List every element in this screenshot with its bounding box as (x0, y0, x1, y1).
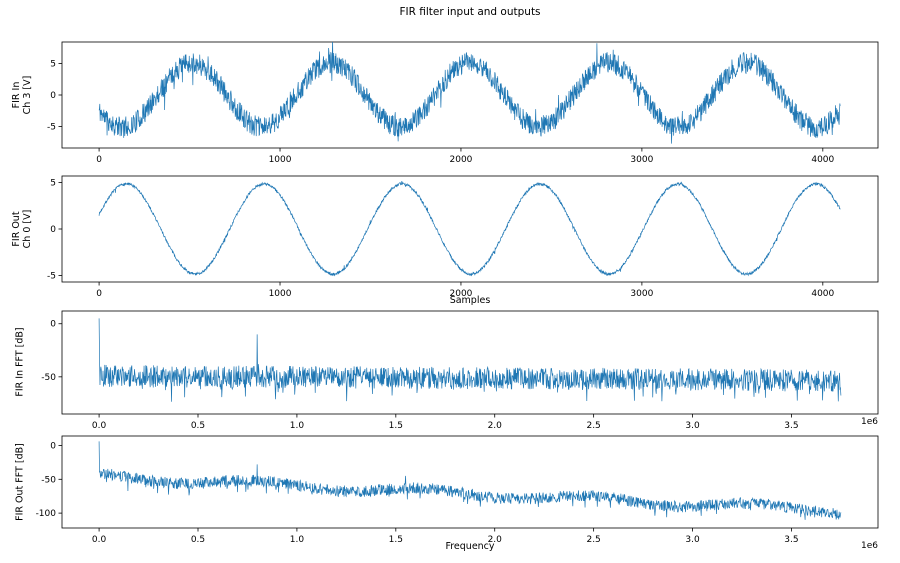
x-tick-label: 4000 (811, 155, 834, 165)
x-axis-label-samples: Samples (449, 295, 491, 306)
axes-frame (61, 310, 879, 415)
axis-offset-1e6-fft-in: 1e6 (861, 417, 878, 427)
ylabel-fir-in-line2: Ch 3 [V] (22, 75, 33, 115)
ylabel-fir-out: FIR Out Ch 0 [V] (11, 210, 33, 249)
ylabel-fir-in: FIR In Ch 3 [V] (11, 76, 33, 115)
y-tick-label: 5 (50, 59, 56, 69)
axes-frame (61, 175, 879, 283)
ylabel-fir-out-fft: FIR Out FFT [dB] (14, 443, 26, 521)
x-tick-label: 3000 (630, 155, 653, 165)
ylabel-fir-in-line1: FIR In (11, 81, 22, 109)
y-tick-label: -5 (47, 123, 56, 133)
y-tick-label: -50 (41, 475, 56, 485)
axes-fir-in: 0 1000 2000 3000 4000 5 0 -5 (47, 41, 879, 165)
signal-line (98, 318, 842, 402)
x-axis-label-frequency: Frequency (445, 541, 495, 552)
y-tick-label: 0 (50, 225, 56, 235)
ylabel-fir-in-fft: FIR In FFT [dB] (14, 327, 26, 397)
figure-title: FIR filter input and outputs (399, 6, 541, 18)
x-tick-label: 0 (96, 155, 102, 165)
ylabel-fir-out-line2: Ch 0 [V] (22, 209, 33, 249)
axes-fir-out-fft: 0.0 0.5 1.0 1.5 2.0 2.5 3.0 3.50-50-100 (36, 435, 879, 545)
y-tick-label: 5 (50, 179, 56, 189)
signal-line (98, 181, 841, 277)
y-tick-label: 0 (50, 441, 56, 451)
axes-frame (61, 435, 879, 529)
axis-offset-1e6-fft-out: 1e6 (861, 541, 878, 551)
y-tick-label: -5 (47, 271, 56, 281)
ylabel-fir-out-line1: FIR Out (11, 211, 22, 247)
y-tick-label: 0 (50, 320, 56, 330)
signal-line (98, 441, 842, 520)
x-tick-label: 2000 (450, 155, 473, 165)
x-tick-label: 1000 (269, 155, 292, 165)
signal-line (98, 42, 841, 144)
y-tick-label: -100 (36, 509, 57, 519)
y-tick-label: 0 (50, 91, 56, 101)
y-tick-label: -50 (41, 373, 56, 383)
axes-frame (61, 41, 879, 149)
